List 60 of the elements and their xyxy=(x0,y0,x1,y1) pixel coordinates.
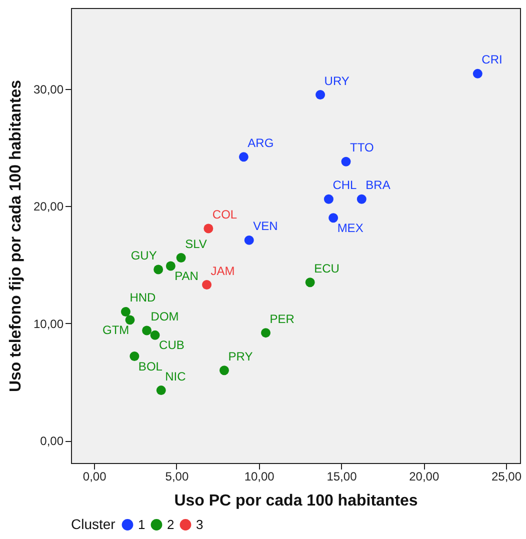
data-label: CRI xyxy=(482,52,502,67)
point xyxy=(156,386,166,396)
x-tick-label: 20,00 xyxy=(409,470,440,484)
data-label: DOM xyxy=(150,309,179,324)
data-label: SLV xyxy=(185,236,207,251)
legend-label: 1 xyxy=(138,516,146,532)
data-label: HND xyxy=(130,290,156,305)
x-tick-label: 10,00 xyxy=(244,470,275,484)
data-label: PRY xyxy=(228,349,253,364)
point xyxy=(472,68,482,78)
data-label: NIC xyxy=(165,369,186,384)
point xyxy=(328,213,338,223)
point xyxy=(356,194,366,204)
legend-label: 2 xyxy=(167,516,174,532)
legend-title: Cluster xyxy=(71,516,116,532)
data-label: URY xyxy=(324,74,350,88)
data-label: MEX xyxy=(337,220,364,235)
point xyxy=(154,264,164,274)
point xyxy=(238,152,248,162)
point xyxy=(130,352,140,362)
x-tick-label: 15,00 xyxy=(326,470,358,484)
data-label: CHL xyxy=(332,178,358,192)
y-axis-title: Uso telefono fijo por cada 100 habitantes xyxy=(7,80,24,392)
data-label: ARG xyxy=(248,136,274,150)
x-tick-label: 25,00 xyxy=(491,470,522,484)
data-label: BOL xyxy=(138,359,163,374)
data-label: ECU xyxy=(314,261,340,276)
point xyxy=(341,156,351,166)
point xyxy=(316,90,326,100)
point xyxy=(324,194,334,204)
point xyxy=(305,278,315,288)
point xyxy=(120,306,130,316)
y-tick-label: 10,00 xyxy=(33,316,64,331)
x-tick-label: 0,00 xyxy=(82,470,107,484)
legend-label: 3 xyxy=(196,516,204,532)
point xyxy=(204,224,214,234)
data-label: PER xyxy=(270,312,295,326)
data-label: BRA xyxy=(366,178,390,192)
data-label: JAM xyxy=(210,264,235,278)
data-label: GUY xyxy=(130,248,157,263)
point xyxy=(176,253,186,263)
point xyxy=(219,366,229,376)
point xyxy=(261,328,270,338)
y-tick-label: 20,00 xyxy=(33,200,64,214)
x-tick-label: 5,00 xyxy=(165,470,189,484)
x-axis-title: Uso PC por cada 100 habitantes xyxy=(174,492,418,510)
data-label: CUB xyxy=(159,338,184,352)
point xyxy=(202,280,212,290)
data-label: COL xyxy=(212,207,238,222)
data-label: TTO xyxy=(350,140,374,155)
data-label: GTM xyxy=(102,322,130,337)
point xyxy=(125,315,135,325)
point xyxy=(142,326,152,336)
point xyxy=(244,235,254,245)
data-label: PAN xyxy=(174,268,198,283)
point xyxy=(166,261,176,271)
data-label: VEN xyxy=(253,219,278,234)
y-tick-label: 0,00 xyxy=(40,434,64,448)
y-tick-label: 30,00 xyxy=(33,82,64,96)
point xyxy=(150,330,160,340)
